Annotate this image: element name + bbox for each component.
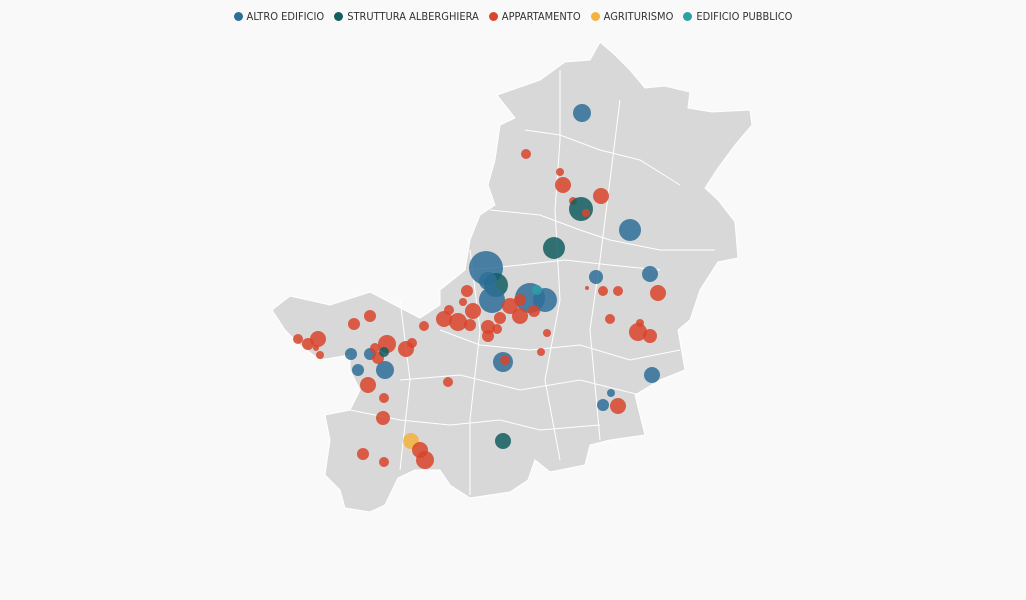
bubble [543, 329, 551, 337]
bubble [479, 272, 497, 290]
bubble [461, 285, 473, 297]
bubble [379, 457, 389, 467]
bubbles [293, 104, 666, 469]
legend-swatch [233, 12, 243, 21]
bubble [376, 361, 394, 379]
bubble [479, 287, 505, 313]
bubble [494, 312, 506, 324]
bubble [443, 377, 453, 387]
bubble [464, 319, 476, 331]
bubble [543, 237, 565, 259]
bubble [585, 286, 589, 290]
bubble [376, 411, 390, 425]
bubble [348, 318, 360, 330]
bubble [589, 270, 603, 284]
bubble [610, 398, 626, 414]
legend-label: APPARTAMENTO [501, 10, 581, 23]
bubble [419, 321, 429, 331]
bubble [436, 311, 452, 327]
legend-item: STRUTTURA ALBERGHIERA [334, 10, 479, 23]
bubble [528, 305, 540, 317]
legend-swatch [488, 12, 498, 21]
legend-item: AGRITURISMO [590, 10, 674, 23]
bubble [293, 334, 303, 344]
legend-label: EDIFICIO PUBBLICO [696, 10, 793, 23]
legend-item: APPARTAMENTO [488, 10, 581, 23]
bubble [313, 345, 319, 351]
bubble [495, 433, 511, 449]
bubble [643, 329, 657, 343]
bubble [605, 314, 615, 324]
bubble [379, 393, 389, 403]
bubble [644, 367, 660, 383]
bubble [407, 338, 417, 348]
bubble [532, 285, 542, 295]
bubble [573, 104, 591, 122]
legend-swatch [683, 12, 693, 21]
legend-swatch [334, 12, 344, 21]
bubble [345, 348, 357, 360]
bubble [481, 320, 495, 334]
bubble [357, 448, 369, 460]
legend-label: STRUTTURA ALBERGHIERA [347, 10, 479, 23]
region [271, 41, 753, 513]
bubble [500, 355, 510, 365]
bubble [459, 298, 467, 306]
bubble [316, 351, 324, 359]
legend-label: ALTRO EDIFICIO [246, 10, 325, 23]
bubble [364, 310, 376, 322]
bubble [593, 188, 609, 204]
bubble [482, 330, 494, 342]
bubble [512, 308, 528, 324]
bubble [352, 364, 364, 376]
legend-swatch [590, 12, 600, 21]
bubble [449, 313, 467, 331]
bubble [619, 219, 641, 241]
bubble [537, 348, 545, 356]
legend-label: AGRITURISMO [603, 10, 674, 23]
bubble [597, 399, 609, 411]
bubble [598, 286, 608, 296]
bubble [607, 389, 615, 397]
bubble [502, 298, 518, 314]
bubble [416, 451, 434, 469]
bubble [556, 168, 564, 176]
legend-item: EDIFICIO PUBBLICO [683, 10, 792, 23]
bubble [465, 303, 481, 319]
legend: ALTRO EDIFICIO STRUTTURA ALBERGHIERA APPAR… [0, 10, 1026, 23]
bubble [613, 286, 623, 296]
bubble [555, 177, 571, 193]
bubble [310, 331, 326, 347]
bubble [582, 209, 590, 217]
bubble [521, 149, 531, 159]
bubble [642, 266, 658, 282]
bubble [492, 324, 502, 334]
legend-item: ALTRO EDIFICIO [233, 10, 325, 23]
bubble [650, 285, 666, 301]
bubble [444, 305, 454, 315]
bubble [379, 347, 389, 357]
bubble [370, 343, 380, 353]
bubble [360, 377, 376, 393]
bubble [569, 197, 593, 221]
bubble [302, 338, 314, 350]
bubble [629, 323, 647, 341]
